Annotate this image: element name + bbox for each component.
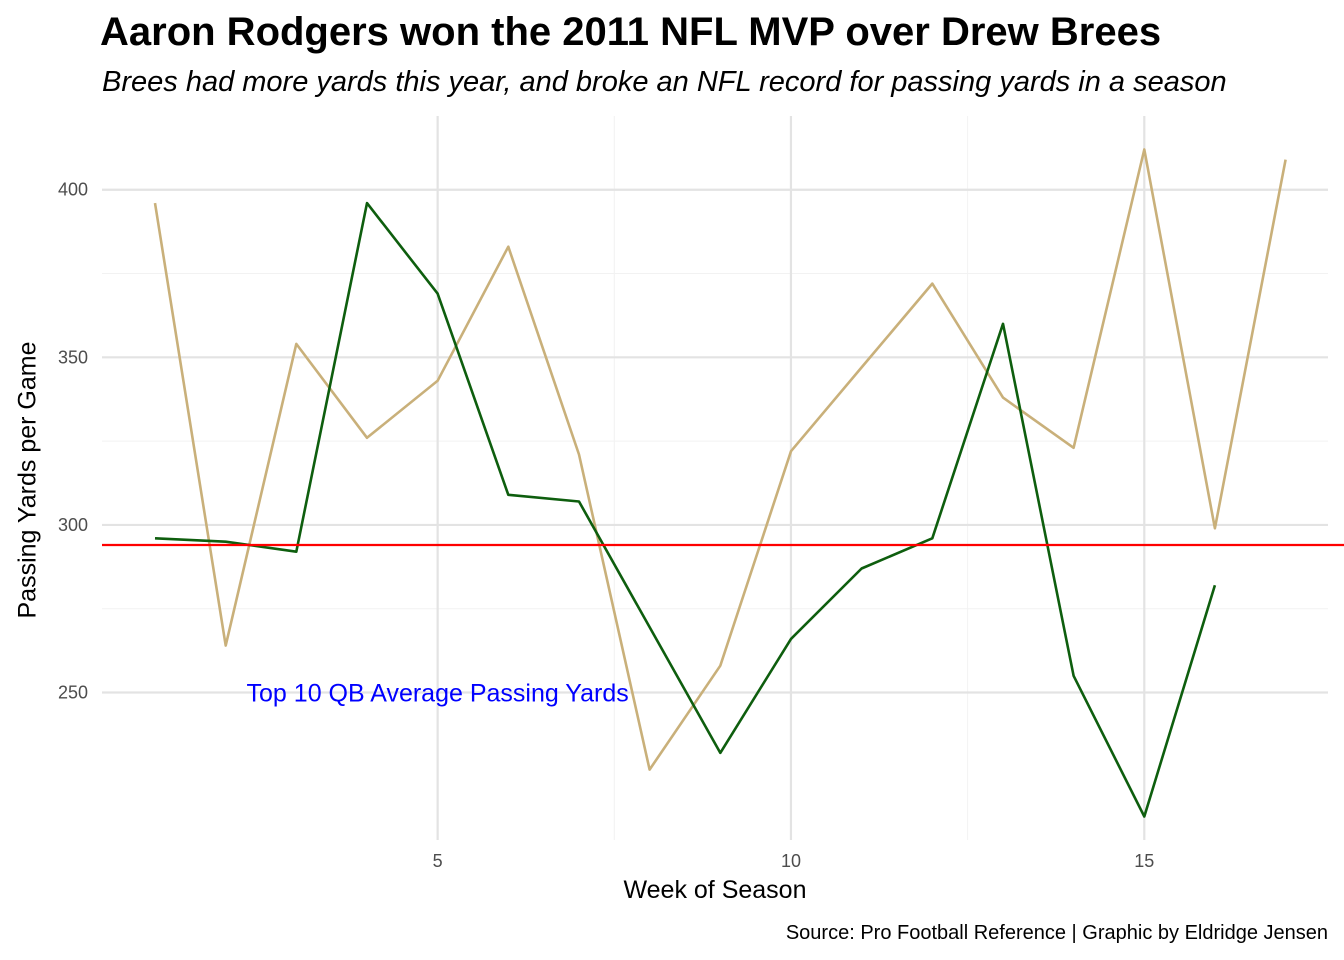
series-line-1 — [153, 148, 1287, 771]
x-tick-label: 5 — [433, 851, 443, 871]
chart-subtitle: Brees had more yards this year, and brok… — [102, 66, 1227, 98]
x-axis-label: Week of Season — [623, 876, 807, 904]
y-tick-label: 350 — [58, 347, 88, 367]
grid-lines — [102, 116, 1328, 840]
series-lines — [153, 148, 1287, 818]
series-line-2 — [154, 201, 1217, 818]
y-tick-label: 400 — [58, 180, 88, 200]
annotation-group: Top 10 QB Average Passing Yards — [247, 680, 629, 708]
x-tick-label: 15 — [1134, 851, 1154, 871]
x-tick-label: 10 — [781, 851, 801, 871]
axis-ticks: 5 10 15 250 300 350 400 — [58, 180, 1154, 871]
annotation-label: Top 10 QB Average Passing Yards — [247, 680, 629, 708]
y-tick-label: 250 — [58, 683, 88, 703]
chart-title: Aaron Rodgers won the 2011 NFL MVP over … — [100, 10, 1162, 54]
y-tick-label: 300 — [58, 515, 88, 535]
chart-caption: Source: Pro Football Reference | Graphic… — [785, 922, 1328, 944]
